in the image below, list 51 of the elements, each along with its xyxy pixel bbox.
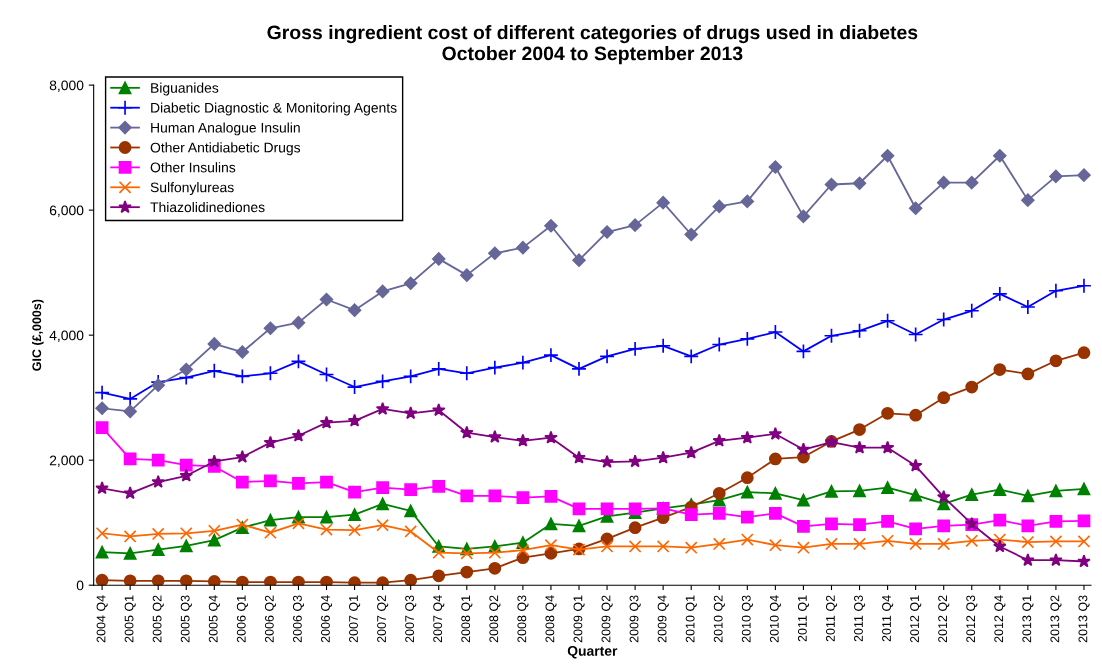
- x-tick-label: 2009 Q1: [573, 595, 585, 643]
- x-tick-label: 2012 Q2: [938, 595, 950, 643]
- x-tick-label: 2011 Q1: [797, 595, 810, 642]
- legend-label: Other Antidiabetic Drugs: [150, 142, 301, 156]
- x-tick-label: 2005 Q4: [208, 595, 220, 643]
- legend-label: Biguanides: [151, 82, 219, 96]
- x-tick-label: 2010 Q4: [769, 595, 781, 643]
- legend-label: Other Insulins: [150, 162, 236, 173]
- x-tick-label: 2013 Q2: [1050, 595, 1062, 643]
- x-tick-label: 2007 Q4: [433, 595, 445, 643]
- x-tick-label: 2009 Q2: [601, 595, 613, 643]
- x-tick-label: 2007 Q3: [405, 595, 417, 643]
- y-tick-label: 4,000: [49, 330, 84, 342]
- x-axis-title: Quarter: [567, 646, 618, 659]
- chart-title: Gross ingredient cost of different categories of drugs used in diabetes October 2004 to September 2013: [267, 25, 918, 65]
- x-tick-label: 2006 Q4: [321, 595, 333, 643]
- x-tick-label: 2010 Q2: [713, 595, 725, 643]
- x-tick-label: 2009 Q4: [657, 595, 669, 643]
- x-tick-label: 2008 Q1: [461, 595, 473, 643]
- y-tick-label: 0: [76, 580, 84, 591]
- y-tick-label: 8,000: [49, 80, 84, 92]
- legend-label: Human Analogue Insulin: [151, 122, 300, 136]
- x-tick-label: 2012 Q4: [994, 595, 1006, 643]
- x-tick-label: 2010 Q3: [741, 595, 753, 643]
- y-tick-label: 6,000: [49, 205, 84, 217]
- x-tick-label: 2006 Q3: [292, 595, 305, 643]
- x-tick-label: 2005 Q3: [180, 595, 192, 643]
- x-tick-label: 2013 Q3: [1078, 595, 1090, 643]
- x-tick-label: 2009 Q3: [629, 595, 641, 643]
- legend-label: Sulfonylureas: [150, 182, 234, 196]
- x-tick-label: 2007 Q1: [349, 595, 361, 643]
- y-axis-title: GIC (£,000s): [31, 299, 44, 371]
- x-tick-label: 2004 Q4: [96, 595, 108, 643]
- x-tick-label: 2012 Q3: [966, 595, 978, 643]
- x-tick-label: 2008 Q4: [545, 595, 557, 643]
- legend-label: Thiazolidinediones: [150, 201, 265, 213]
- x-tick-label: 2011 Q2: [825, 595, 838, 642]
- x-tick-label: 2012 Q1: [910, 595, 922, 643]
- x-tick-label: 2006 Q1: [236, 595, 248, 643]
- x-tick-label: 2011 Q3: [854, 595, 866, 642]
- x-tick-label: 2008 Q2: [489, 595, 501, 643]
- x-tick-label: 2010 Q1: [685, 595, 697, 643]
- x-tick-label: 2005 Q1: [124, 595, 136, 643]
- x-tick-label: 2005 Q2: [152, 595, 164, 643]
- x-tick-label: 2011 Q4: [882, 595, 894, 642]
- legend-label: Diabetic Diagnostic & Monitoring Agents: [151, 102, 397, 116]
- x-tick-label: 2006 Q2: [264, 595, 276, 643]
- x-tick-label: 2007 Q2: [377, 595, 389, 643]
- x-tick-label: 2013 Q1: [1022, 595, 1034, 643]
- y-tick-label: 2,000: [49, 455, 84, 467]
- x-tick-label: 2008 Q3: [517, 595, 529, 643]
